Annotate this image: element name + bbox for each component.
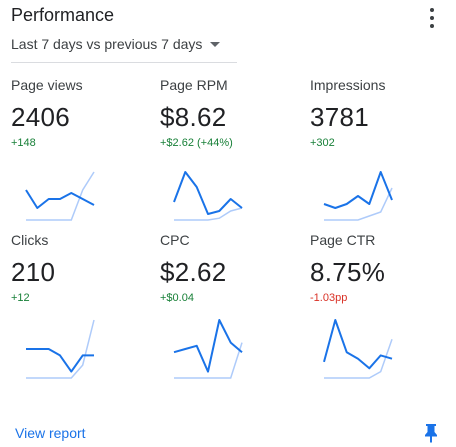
more-vert-icon <box>430 8 434 12</box>
sparkline-cpc <box>173 319 243 379</box>
previous-period-line <box>174 207 243 221</box>
metric-label: CPC <box>160 232 190 248</box>
dropdown-arrow-icon <box>210 41 221 47</box>
metric-delta: -1.03pp <box>310 292 348 304</box>
metric-page-views[interactable]: Page views 2406 +148 <box>11 77 156 150</box>
metric-label: Impressions <box>310 77 386 93</box>
pin-icon[interactable] <box>424 423 438 443</box>
current-period-line <box>173 319 243 373</box>
previous-period-line <box>324 187 393 221</box>
current-period-line <box>173 171 243 215</box>
metric-page-ctr[interactable]: Page CTR 8.75% -1.03pp <box>310 232 455 305</box>
sparkline-impressions <box>323 171 393 221</box>
metric-label: Page views <box>11 77 83 93</box>
metric-label: Clicks <box>11 232 49 248</box>
metric-value: $8.62 <box>160 102 227 132</box>
view-report-link[interactable]: View report <box>15 425 86 441</box>
sparkline-clicks <box>26 319 95 379</box>
metric-value: $2.62 <box>160 257 227 287</box>
previous-period-line <box>26 319 95 379</box>
metric-impressions[interactable]: Impressions 3781 +302 <box>310 77 455 150</box>
metric-value: 2406 <box>11 102 71 132</box>
metric-delta: +302 <box>310 137 335 149</box>
more-options-button[interactable] <box>424 8 440 28</box>
metric-value: 210 <box>11 257 56 287</box>
metric-label: Page RPM <box>160 77 228 93</box>
period-dropdown[interactable]: Last 7 days vs previous 7 days <box>11 36 221 52</box>
metric-delta: +12 <box>11 292 30 304</box>
sparkline-page-rpm <box>173 171 243 221</box>
sparkline-page-ctr <box>323 319 393 379</box>
header-divider <box>11 62 237 63</box>
sparkline-page-views <box>25 171 95 221</box>
metric-delta: +$2.62 (+44%) <box>160 137 233 149</box>
previous-period-line <box>26 171 95 221</box>
metric-value: 3781 <box>310 102 370 132</box>
current-period-line <box>323 171 393 209</box>
current-period-line <box>323 319 393 370</box>
metric-cpc[interactable]: CPC $2.62 +$0.04 <box>160 232 305 305</box>
metric-delta: +$0.04 <box>160 292 194 304</box>
metric-page-rpm[interactable]: Page RPM $8.62 +$2.62 (+44%) <box>160 77 305 150</box>
metric-clicks[interactable]: Clicks 210 +12 <box>11 232 156 305</box>
period-label: Last 7 days vs previous 7 days <box>11 36 203 52</box>
current-period-line <box>25 189 95 209</box>
metric-delta: +148 <box>11 137 36 149</box>
metric-value: 8.75% <box>310 257 386 287</box>
previous-period-line <box>174 342 243 379</box>
metric-label: Page CTR <box>310 232 376 248</box>
current-period-line <box>26 348 94 373</box>
card-title: Performance <box>11 5 115 25</box>
previous-period-line <box>324 339 393 379</box>
